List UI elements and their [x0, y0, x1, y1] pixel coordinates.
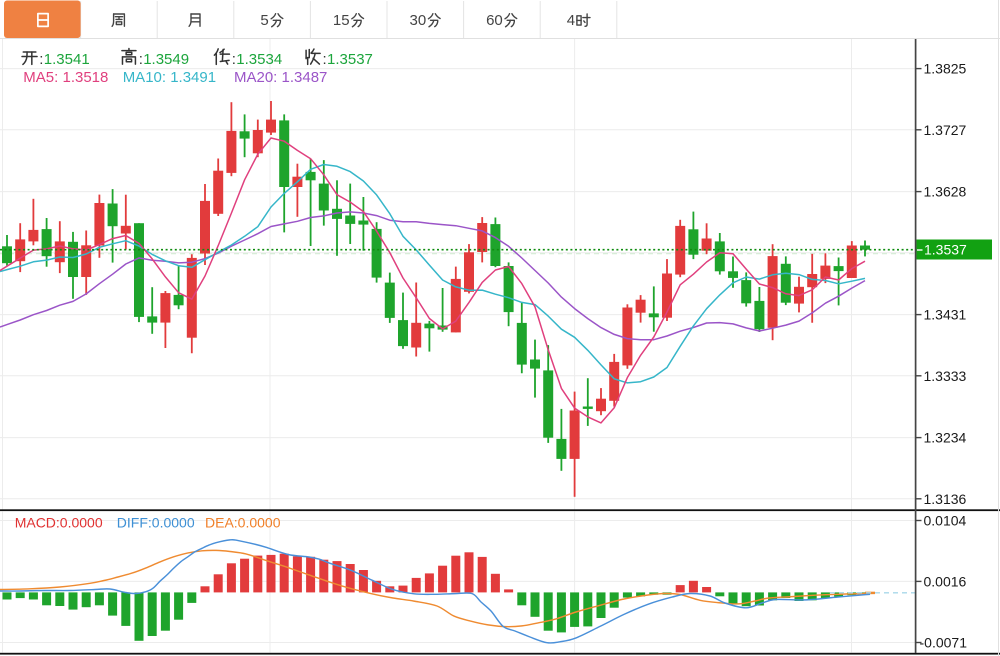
svg-text:0.0104: 0.0104: [924, 513, 967, 529]
svg-text::: :: [39, 51, 43, 68]
svg-text:1.3727: 1.3727: [924, 122, 967, 138]
svg-text:1.3431: 1.3431: [924, 307, 967, 323]
svg-text::: :: [139, 51, 143, 68]
svg-text:0.0016: 0.0016: [924, 573, 967, 589]
svg-text:1.3825: 1.3825: [924, 61, 967, 77]
svg-text:MA10: 1.3491: MA10: 1.3491: [123, 69, 216, 86]
svg-text:DIFF:0.0000: DIFF:0.0000: [117, 515, 195, 531]
svg-text:1.3628: 1.3628: [924, 184, 967, 200]
svg-text:MACD:0.0000: MACD:0.0000: [15, 515, 103, 531]
svg-text:60: 60: [486, 12, 503, 29]
svg-text:1.3333: 1.3333: [924, 368, 967, 384]
svg-text:DEA:0.0000: DEA:0.0000: [205, 515, 281, 531]
svg-text:1.3549: 1.3549: [143, 51, 189, 68]
svg-text:4: 4: [567, 12, 575, 29]
svg-text:15: 15: [333, 12, 350, 29]
svg-text:MA20: 1.3487: MA20: 1.3487: [234, 69, 327, 86]
svg-text::: :: [232, 51, 236, 68]
svg-text:1.3234: 1.3234: [924, 430, 967, 446]
svg-text:1.3537: 1.3537: [924, 242, 967, 258]
svg-text:1.3534: 1.3534: [236, 51, 282, 68]
svg-text:5: 5: [260, 12, 268, 29]
svg-text:1.3541: 1.3541: [44, 51, 90, 68]
svg-text:1.3136: 1.3136: [924, 491, 967, 507]
svg-text:30: 30: [410, 12, 427, 29]
svg-text:1.3537: 1.3537: [327, 51, 373, 68]
svg-text:MA5: 1.3518: MA5: 1.3518: [23, 69, 108, 86]
svg-text::: :: [323, 51, 327, 68]
svg-text:-0.0071: -0.0071: [920, 635, 968, 651]
